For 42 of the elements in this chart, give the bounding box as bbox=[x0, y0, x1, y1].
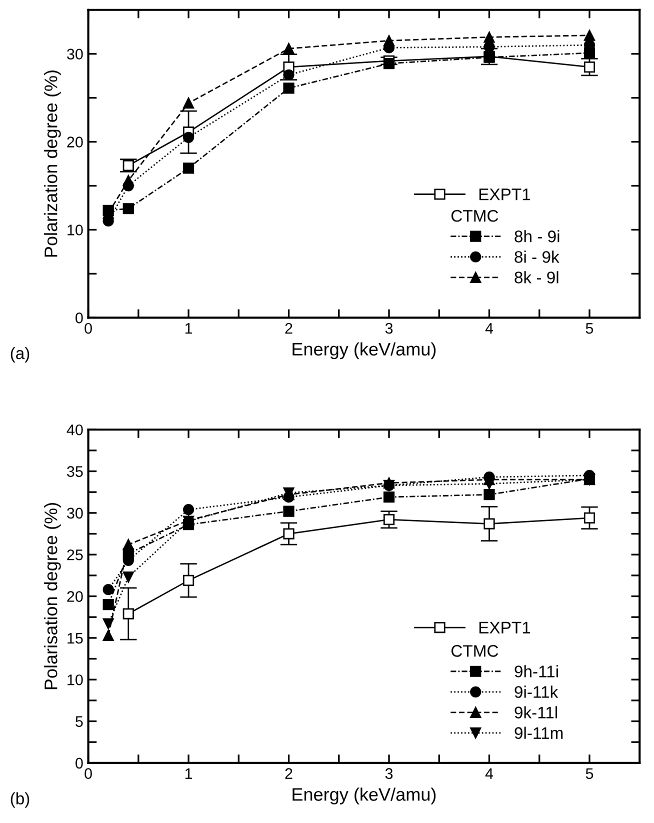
x-tick-label: 2 bbox=[285, 768, 292, 779]
x-tick-label: 5 bbox=[586, 323, 594, 334]
legend-label: 8i - 9k bbox=[514, 250, 560, 263]
legend-label: 9k-11l bbox=[514, 706, 558, 718]
legend-title: CTMC bbox=[451, 210, 498, 222]
y-tick-label: 20 bbox=[67, 136, 83, 148]
x-axis-title: Energy (keV/amu) bbox=[292, 342, 436, 360]
x-tick-label: 5 bbox=[586, 768, 594, 780]
y-axis-title: Polarisation degree (%) bbox=[44, 503, 61, 690]
y-tick-label: 5 bbox=[76, 716, 83, 727]
y-tick-label: 15 bbox=[68, 632, 83, 644]
x-tick-label: 4 bbox=[485, 768, 494, 779]
x-tick-label: 0 bbox=[84, 322, 92, 334]
y-axis-title: Polarization degree (%) bbox=[44, 70, 61, 257]
legend-label: 8k - 9l bbox=[514, 271, 558, 284]
x-tick-label: 3 bbox=[385, 768, 393, 780]
legend-label: EXPT1 bbox=[479, 622, 530, 634]
text: (a) bbox=[10, 346, 30, 362]
x-tick-label: 1 bbox=[185, 768, 192, 779]
legend-label: 8h - 9i bbox=[514, 230, 560, 242]
x-tick-label: 2 bbox=[285, 322, 292, 334]
x-tick-label: 4 bbox=[485, 323, 494, 334]
y-tick-label: 0 bbox=[76, 312, 83, 324]
y-tick-label: 40 bbox=[66, 424, 83, 436]
x-axis-title: Energy (keV/amu) bbox=[292, 788, 436, 804]
y-tick-label: 25 bbox=[67, 549, 83, 560]
x-tick-label: 1 bbox=[185, 323, 192, 334]
legend-title: CTMC bbox=[451, 645, 498, 657]
legend-label: 9i-11k bbox=[514, 686, 558, 698]
y-tick-label: 10 bbox=[68, 224, 83, 236]
y-tick-label: 20 bbox=[67, 591, 83, 602]
y-tick-label: 35 bbox=[67, 466, 83, 477]
legend-label: 9l-11m bbox=[514, 726, 563, 739]
y-tick-label: 30 bbox=[67, 48, 83, 60]
text: (b) bbox=[10, 792, 30, 808]
legend-label: 9h-11i bbox=[514, 665, 558, 678]
legend-label: EXPT1 bbox=[479, 188, 530, 200]
y-tick-label: 10 bbox=[68, 674, 83, 686]
x-tick-label: 0 bbox=[84, 768, 92, 780]
x-tick-label: 3 bbox=[385, 322, 393, 334]
y-tick-label: 30 bbox=[67, 508, 83, 519]
y-tick-label: 0 bbox=[76, 758, 83, 769]
